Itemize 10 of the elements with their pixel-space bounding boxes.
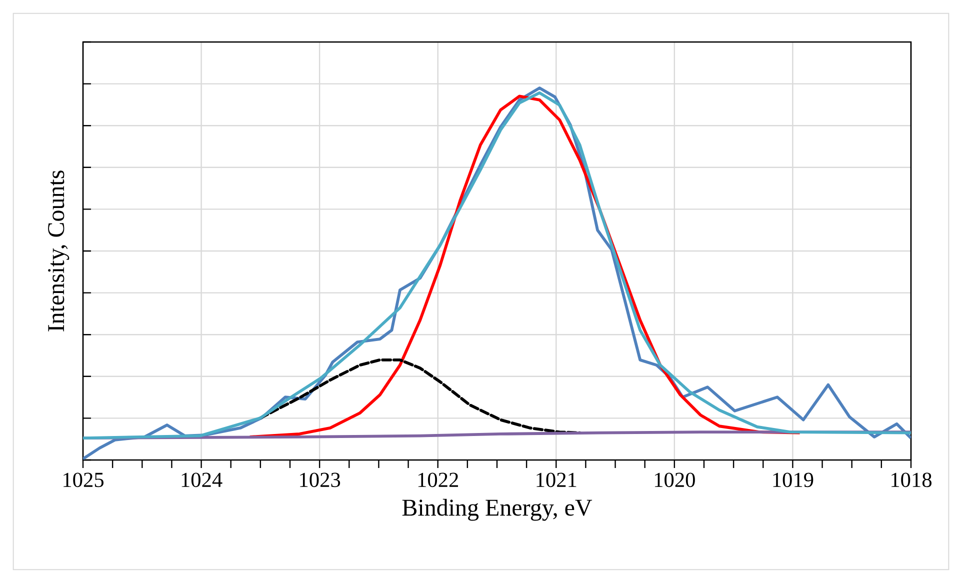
y-axis-title: Intensity, Counts bbox=[48, 170, 70, 332]
x-tick-label: 1019 bbox=[773, 472, 814, 488]
x-tick-label: 1025 bbox=[64, 472, 104, 488]
x-tick-label: 1023 bbox=[300, 472, 340, 488]
x-tick-label: 1018 bbox=[892, 472, 932, 488]
x-axis-title: Binding Energy, eV bbox=[402, 498, 592, 521]
x-tick-label: 1020 bbox=[654, 472, 695, 488]
x-tick-label: 1022 bbox=[418, 472, 458, 488]
x-tick-label: 1024 bbox=[182, 472, 222, 488]
x-tick-label: 1021 bbox=[536, 472, 576, 488]
